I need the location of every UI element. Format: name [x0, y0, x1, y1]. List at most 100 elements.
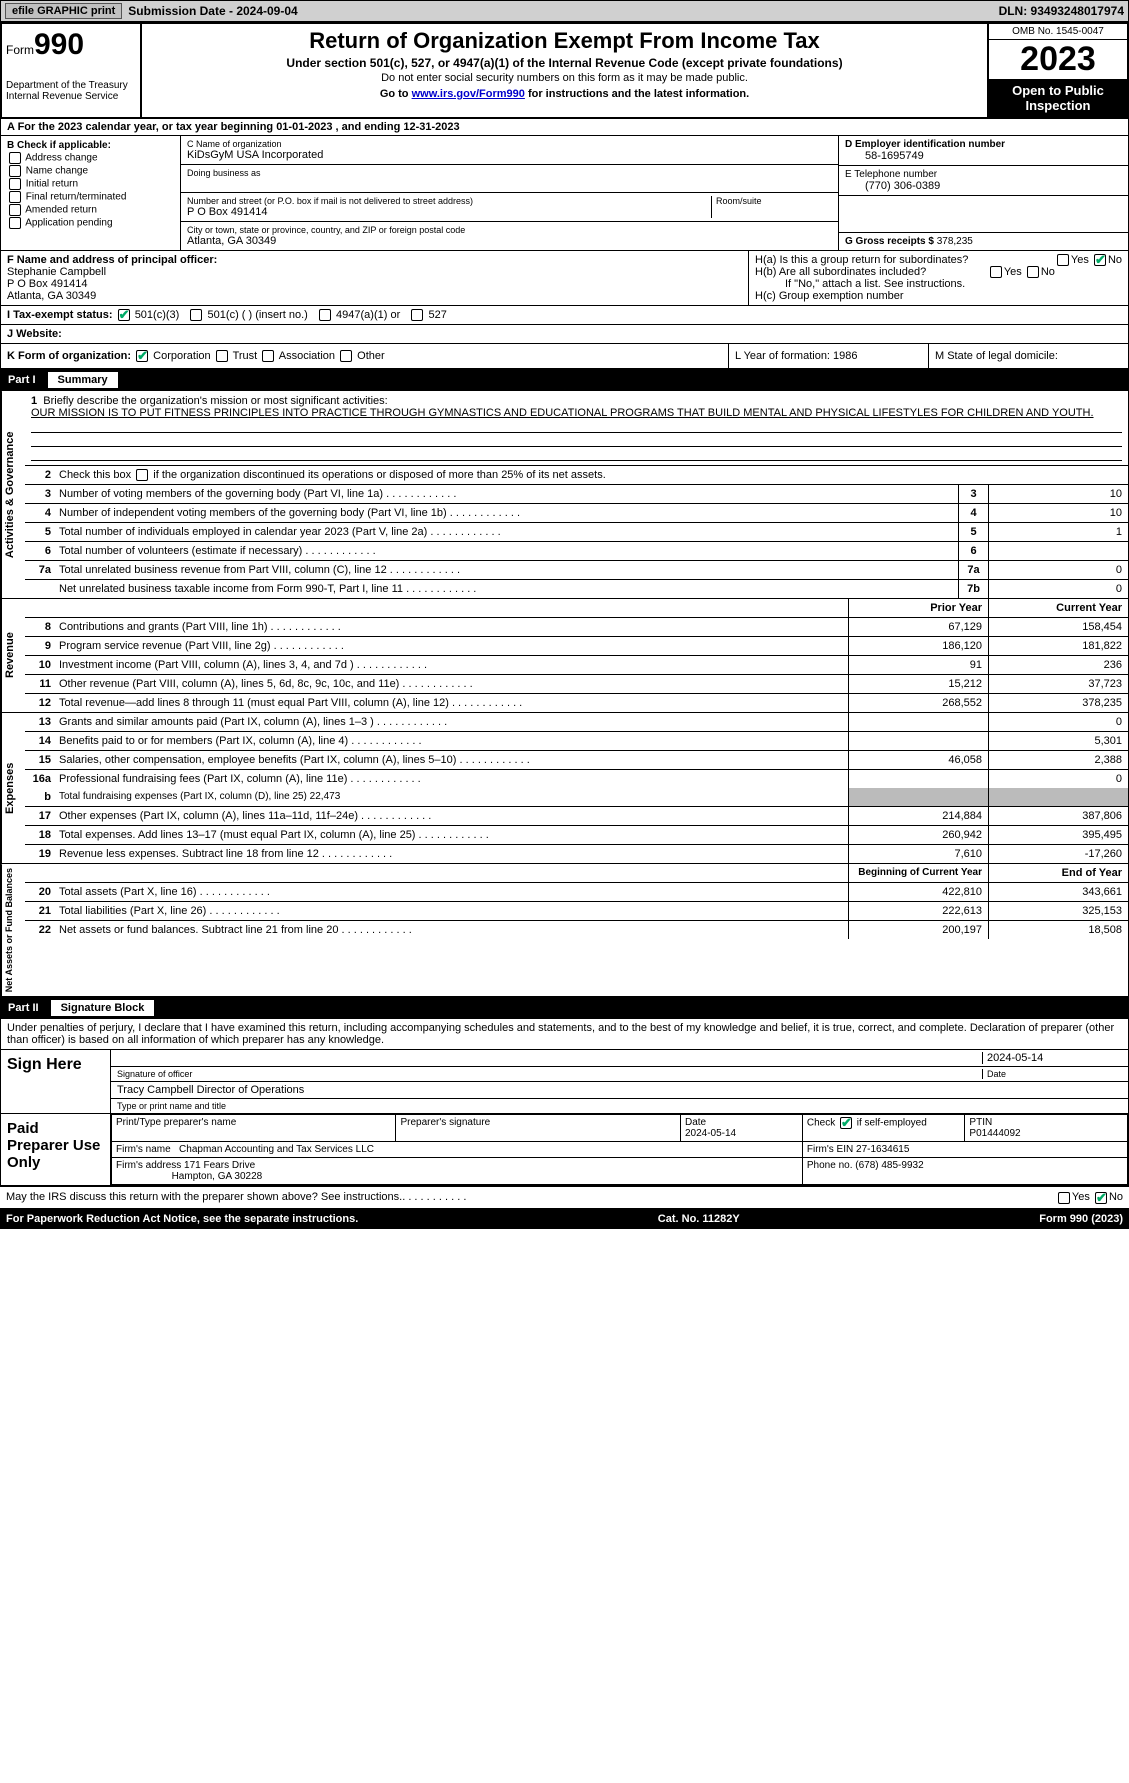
- dept-treasury: Department of the Treasury Internal Reve…: [6, 80, 136, 102]
- checkbox-other[interactable]: [340, 350, 352, 362]
- firm-phone: (678) 485-9932: [855, 1160, 923, 1171]
- table-row: 10Investment income (Part VIII, column (…: [25, 656, 1128, 675]
- discuss-row: May the IRS discuss this return with the…: [0, 1186, 1129, 1207]
- form-title: Return of Organization Exempt From Incom…: [150, 28, 979, 54]
- vtab-revenue: Revenue: [1, 599, 25, 712]
- summary-revenue: Revenue Prior YearCurrent Year 8Contribu…: [0, 599, 1129, 713]
- form-subtitle: Under section 501(c), 527, or 4947(a)(1)…: [150, 56, 979, 70]
- checkbox-hb-no[interactable]: [1027, 266, 1039, 278]
- table-row: 13Grants and similar amounts paid (Part …: [25, 713, 1128, 732]
- footer: For Paperwork Reduction Act Notice, see …: [0, 1208, 1129, 1229]
- line-7a-value: 0: [988, 561, 1128, 579]
- irs-link[interactable]: www.irs.gov/Form990: [412, 88, 525, 100]
- ein: 58-1695749: [845, 150, 1122, 162]
- omb-number: OMB No. 1545-0047: [989, 24, 1127, 40]
- checkbox-line2[interactable]: [136, 469, 148, 481]
- vtab-expenses: Expenses: [1, 713, 25, 863]
- part-1-header: Part I Summary: [0, 369, 1129, 391]
- sig-date: 2024-05-14: [982, 1052, 1122, 1064]
- firm-name: Chapman Accounting and Tax Services LLC: [179, 1144, 374, 1155]
- checkbox-name-change[interactable]: [9, 165, 21, 177]
- checkbox-application-pending[interactable]: [9, 217, 21, 229]
- gross-receipts: 378,235: [937, 236, 973, 247]
- checkbox-amended-return[interactable]: [9, 204, 21, 216]
- open-to-public: Open to Public Inspection: [989, 79, 1127, 117]
- checkbox-self-employed[interactable]: [840, 1117, 852, 1129]
- checkbox-ha-yes[interactable]: [1057, 254, 1069, 266]
- sign-here-label: Sign Here: [1, 1050, 111, 1113]
- perjury-declaration: Under penalties of perjury, I declare th…: [0, 1019, 1129, 1049]
- table-row: 17Other expenses (Part IX, column (A), l…: [25, 807, 1128, 826]
- table-row: 9Program service revenue (Part VIII, lin…: [25, 637, 1128, 656]
- col-d-e-g: D Employer identification number 58-1695…: [838, 136, 1128, 250]
- table-row: 14Benefits paid to or for members (Part …: [25, 732, 1128, 751]
- checkbox-501c3[interactable]: [118, 309, 130, 321]
- summary-net-assets: Net Assets or Fund Balances Beginning of…: [0, 864, 1129, 997]
- line-6-value: [988, 542, 1128, 560]
- firm-addr: 171 Fears Drive: [184, 1160, 255, 1171]
- row-f-h: F Name and address of principal officer:…: [0, 251, 1129, 306]
- submission-date: Submission Date - 2024-09-04: [128, 4, 297, 18]
- table-row: 19Revenue less expenses. Subtract line 1…: [25, 845, 1128, 863]
- telephone: (770) 306-0389: [845, 180, 1122, 192]
- part-2-header: Part II Signature Block: [0, 997, 1129, 1019]
- table-row: 11Other revenue (Part VIII, column (A), …: [25, 675, 1128, 694]
- dln: DLN: 93493248017974: [999, 4, 1124, 18]
- table-row: 8Contributions and grants (Part VIII, li…: [25, 618, 1128, 637]
- ssn-warning: Do not enter social security numbers on …: [150, 72, 979, 84]
- checkbox-527[interactable]: [411, 309, 423, 321]
- table-row: 20Total assets (Part X, line 16)422,8103…: [25, 883, 1128, 902]
- officer-name: Stephanie Campbell: [7, 266, 742, 278]
- table-row: 21Total liabilities (Part X, line 26)222…: [25, 902, 1128, 921]
- checkbox-discuss-no[interactable]: [1095, 1192, 1107, 1204]
- line-5-value: 1: [988, 523, 1128, 541]
- checkbox-address-change[interactable]: [9, 152, 21, 164]
- col-c-org-info: C Name of organization KiDsGyM USA Incor…: [181, 136, 838, 250]
- checkbox-501c[interactable]: [190, 309, 202, 321]
- line-3-value: 10: [988, 485, 1128, 503]
- summary-activities-governance: Activities & Governance 1 Briefly descri…: [0, 391, 1129, 599]
- city-state-zip: Atlanta, GA 30349: [187, 235, 832, 247]
- table-row: 12Total revenue—add lines 8 through 11 (…: [25, 694, 1128, 712]
- efile-print-button[interactable]: efile GRAPHIC print: [5, 3, 122, 19]
- preparer-table: Print/Type preparer's name Preparer's si…: [111, 1114, 1128, 1185]
- year-formation: L Year of formation: 1986: [728, 344, 928, 368]
- checkbox-trust[interactable]: [216, 350, 228, 362]
- state-domicile: M State of legal domicile:: [928, 344, 1128, 368]
- vtab-activities: Activities & Governance: [1, 391, 25, 598]
- form-header: Form990 Department of the Treasury Inter…: [0, 22, 1129, 119]
- row-j-website: J Website:: [0, 325, 1129, 344]
- tax-year: 2023: [989, 40, 1127, 79]
- checkbox-4947a1[interactable]: [319, 309, 331, 321]
- mission-statement: OUR MISSION IS TO PUT FITNESS PRINCIPLES…: [31, 407, 1122, 419]
- line-4-value: 10: [988, 504, 1128, 522]
- officer-addr2: Atlanta, GA 30349: [7, 290, 742, 302]
- org-name: KiDsGyM USA Incorporated: [187, 149, 832, 161]
- form-number: Form990: [6, 28, 136, 62]
- officer-addr1: P O Box 491414: [7, 278, 742, 290]
- section-b-to-g: B Check if applicable: Address change Na…: [0, 136, 1129, 251]
- summary-expenses: Expenses 13Grants and similar amounts pa…: [0, 713, 1129, 864]
- checkbox-initial-return[interactable]: [9, 178, 21, 190]
- firm-ein: 27-1634615: [856, 1144, 909, 1155]
- checkbox-final-return[interactable]: [9, 191, 21, 203]
- vtab-net-assets: Net Assets or Fund Balances: [1, 864, 25, 996]
- checkbox-discuss-yes[interactable]: [1058, 1192, 1070, 1204]
- table-row: 15Salaries, other compensation, employee…: [25, 751, 1128, 770]
- paid-preparer-label: Paid Preparer Use Only: [1, 1114, 111, 1185]
- table-row: 18Total expenses. Add lines 13–17 (must …: [25, 826, 1128, 845]
- officer-name-title: Tracy Campbell Director of Operations: [117, 1084, 304, 1096]
- topbar: efile GRAPHIC print Submission Date - 20…: [0, 0, 1129, 22]
- line-7b-value: 0: [988, 580, 1128, 598]
- checkbox-association[interactable]: [262, 350, 274, 362]
- instructions-link-row: Go to www.irs.gov/Form990 for instructio…: [150, 88, 979, 100]
- checkbox-ha-no[interactable]: [1094, 254, 1106, 266]
- row-i-tax-exempt: I Tax-exempt status: 501(c)(3) 501(c) ( …: [0, 306, 1129, 325]
- ptin: P01444092: [969, 1128, 1020, 1139]
- row-klm: K Form of organization: Corporation Trus…: [0, 344, 1129, 369]
- row-a-tax-year: A For the 2023 calendar year, or tax yea…: [0, 119, 1129, 136]
- table-row: 16aProfessional fundraising fees (Part I…: [25, 770, 1128, 788]
- checkbox-hb-yes[interactable]: [990, 266, 1002, 278]
- checkbox-corporation[interactable]: [136, 350, 148, 362]
- signature-block: Sign Here 2024-05-14 Signature of office…: [0, 1049, 1129, 1186]
